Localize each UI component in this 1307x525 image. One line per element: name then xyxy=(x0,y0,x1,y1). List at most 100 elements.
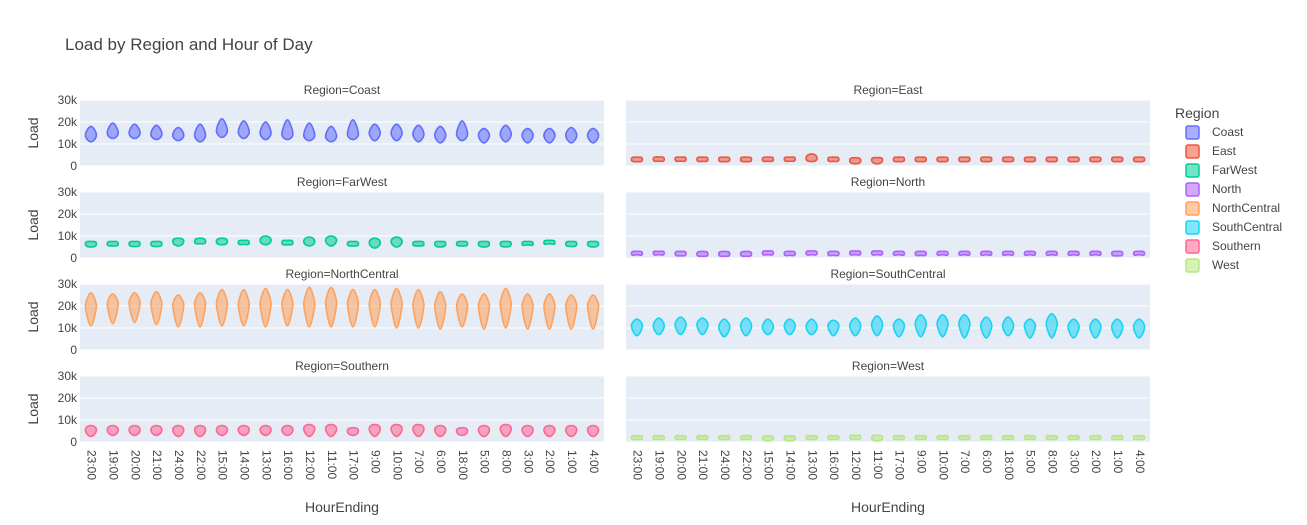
violin-southcentral-16 xyxy=(979,316,993,339)
violin-east-7 xyxy=(783,156,797,163)
violin-northcentral-17 xyxy=(455,293,469,328)
violin-north-3 xyxy=(696,250,709,258)
violin-west-5 xyxy=(739,434,753,441)
violin-west-3 xyxy=(696,434,709,441)
violin-north-23 xyxy=(1132,250,1146,257)
facet-title-southern: Region=Southern xyxy=(295,359,389,373)
legend-label: North xyxy=(1212,182,1241,196)
violin-northcentral-8 xyxy=(259,287,272,328)
facet-northcentral: 0 10k 20k 30k Load Region=NorthCentral xyxy=(25,267,604,357)
x-tick-label: 7:00 xyxy=(958,450,972,474)
violin-farwest-16 xyxy=(433,240,447,248)
facet-west: Region=West 23:00 19:00 20:00 21:00 24:00 22:0… xyxy=(626,359,1150,480)
legend-item-east[interactable]: East xyxy=(1185,144,1237,159)
violin-farwest-20 xyxy=(521,240,534,247)
legend-item-southern[interactable]: Southern xyxy=(1185,239,1261,254)
x-tick-label: 8:00 xyxy=(500,450,514,474)
x-tick-label: 14:00 xyxy=(238,450,252,480)
y-tick-label: 10k xyxy=(58,229,78,243)
x-tick-label: 13:00 xyxy=(805,450,819,480)
legend-item-northcentral[interactable]: NorthCentral xyxy=(1185,201,1280,216)
x-tick-label: 18:00 xyxy=(456,450,470,480)
violin-southcentral-2 xyxy=(674,316,687,336)
violin-southern-14 xyxy=(390,423,403,438)
x-axis-title-right: HourEnding xyxy=(851,499,925,515)
facet-north: Region=North xyxy=(626,175,1150,259)
x-tick-label: 19:00 xyxy=(107,450,121,480)
violin-west-17 xyxy=(1001,434,1015,441)
violin-southcentral-7 xyxy=(783,318,797,336)
violin-west-0 xyxy=(630,434,644,441)
violin-coast-16 xyxy=(433,125,447,144)
violin-northcentral-14 xyxy=(390,287,403,329)
violin-west-10 xyxy=(848,434,862,441)
violin-southern-23 xyxy=(586,424,600,438)
violin-north-19 xyxy=(1045,250,1059,257)
violin-farwest-0 xyxy=(84,240,98,248)
plot-background xyxy=(80,376,604,442)
violin-north-12 xyxy=(892,250,906,257)
legend-item-southcentral[interactable]: SouthCentral xyxy=(1185,220,1282,235)
legend-swatch xyxy=(1185,163,1200,178)
y-tick-label: 0 xyxy=(70,343,77,357)
x-tick-label: 23:00 xyxy=(85,450,99,480)
violin-north-21 xyxy=(1089,250,1102,257)
violin-farwest-19 xyxy=(499,240,513,248)
x-tick-label: 14:00 xyxy=(784,450,798,480)
legend-swatch xyxy=(1185,125,1200,140)
violin-east-1 xyxy=(652,156,666,163)
violin-northcentral-10 xyxy=(302,286,316,328)
y-tick-label: 30k xyxy=(58,369,78,383)
violin-southcentral-15 xyxy=(958,313,971,339)
x-tick-label: 10:00 xyxy=(390,450,404,480)
facet-farwest: 0 10k 20k 30k Load Region=FarWest xyxy=(25,175,604,265)
violin-north-17 xyxy=(1001,250,1015,257)
violin-northcentral-4 xyxy=(171,294,185,328)
violin-north-16 xyxy=(979,250,993,257)
legend-item-west[interactable]: West xyxy=(1185,258,1240,273)
y-tick-label: 20k xyxy=(58,299,78,313)
violin-southern-5 xyxy=(193,424,207,438)
plot-background xyxy=(80,284,604,350)
violin-southcentral-21 xyxy=(1089,318,1102,339)
violin-east-8 xyxy=(805,153,818,163)
y-tick-label: 10k xyxy=(58,137,78,151)
violin-coast-21 xyxy=(543,127,556,144)
plot-background xyxy=(80,100,604,166)
x-tick-label: 20:00 xyxy=(674,450,688,480)
violin-east-20 xyxy=(1067,156,1080,163)
violin-east-10 xyxy=(848,156,862,165)
violin-southern-1 xyxy=(106,424,120,437)
violin-farwest-1 xyxy=(106,240,120,247)
violin-southcentral-18 xyxy=(1023,318,1037,339)
y-axis-title: Load xyxy=(25,209,41,240)
violin-southern-17 xyxy=(455,426,469,437)
violin-north-8 xyxy=(805,250,818,256)
violin-coast-18 xyxy=(477,127,491,144)
x-tick-label: 24:00 xyxy=(718,450,732,480)
legend-item-farwest[interactable]: FarWest xyxy=(1185,163,1258,178)
violin-east-5 xyxy=(739,156,753,163)
y-tick-label: 20k xyxy=(58,207,78,221)
violin-coast-7 xyxy=(237,120,251,140)
x-tick-label: 21:00 xyxy=(150,450,164,480)
violin-southern-4 xyxy=(171,424,185,438)
violin-southcentral-14 xyxy=(936,313,949,338)
violin-north-9 xyxy=(827,250,840,257)
violin-west-1 xyxy=(652,434,666,441)
violin-north-7 xyxy=(783,250,797,257)
x-tick-label: 3:00 xyxy=(521,450,535,474)
violin-southern-13 xyxy=(368,423,382,438)
violin-north-2 xyxy=(674,250,687,257)
legend-item-north[interactable]: North xyxy=(1185,182,1241,197)
violin-farwest-10 xyxy=(302,236,316,247)
x-tick-label: 10:00 xyxy=(936,450,950,480)
violin-east-18 xyxy=(1023,156,1037,163)
legend-item-coast[interactable]: Coast xyxy=(1185,125,1244,140)
violin-east-4 xyxy=(717,156,731,163)
chart-title: Load by Region and Hour of Day xyxy=(65,35,313,54)
violin-southcentral-17 xyxy=(1001,316,1015,337)
violin-southern-2 xyxy=(128,424,141,437)
x-tick-label: 4:00 xyxy=(1133,450,1147,474)
